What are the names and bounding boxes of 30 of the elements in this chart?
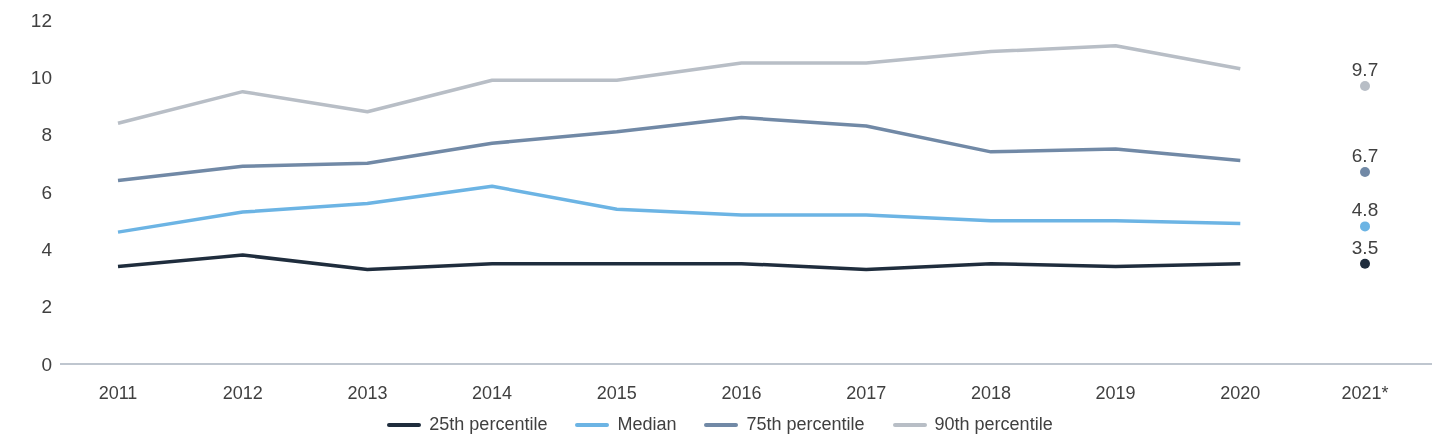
y-tick-label: 6 (41, 181, 52, 203)
x-tick-label: 2016 (721, 382, 762, 403)
x-tick-label: 2019 (1095, 382, 1136, 403)
x-tick-label: 2011 (98, 382, 138, 403)
x-tick-label: 2014 (472, 382, 513, 403)
y-tick-label: 8 (41, 124, 52, 146)
x-tick-label: 2015 (596, 382, 637, 403)
legend-label: Median (617, 414, 677, 435)
data-label: 4.8 (1351, 199, 1379, 221)
y-tick-label: 2 (41, 296, 52, 318)
line-series (116, 253, 1243, 272)
data-label: 9.7 (1351, 58, 1379, 80)
y-tick-label: 10 (30, 67, 52, 89)
data-label: 3.5 (1351, 236, 1379, 258)
legend-label: 25th percentile (429, 414, 548, 435)
x-tick-label: 2020 (1220, 382, 1261, 403)
line-series (116, 184, 1243, 234)
x-tick-label: 2018 (970, 382, 1011, 403)
y-tick-label: 4 (41, 239, 53, 261)
legend-label: 75th percentile (746, 414, 865, 435)
y-tick-label: 12 (30, 9, 52, 31)
line-series (116, 115, 1243, 183)
x-tick-label: 2021* (1341, 382, 1389, 403)
x-tick-label: 2013 (347, 382, 388, 403)
y-tick-label: 0 (41, 353, 52, 375)
legend-label: 90th percentile (934, 414, 1053, 435)
x-tick-label: 2012 (222, 382, 263, 403)
x-tick-label: 2017 (846, 382, 887, 403)
line-series (116, 44, 1243, 125)
data-label: 6.7 (1351, 144, 1379, 166)
